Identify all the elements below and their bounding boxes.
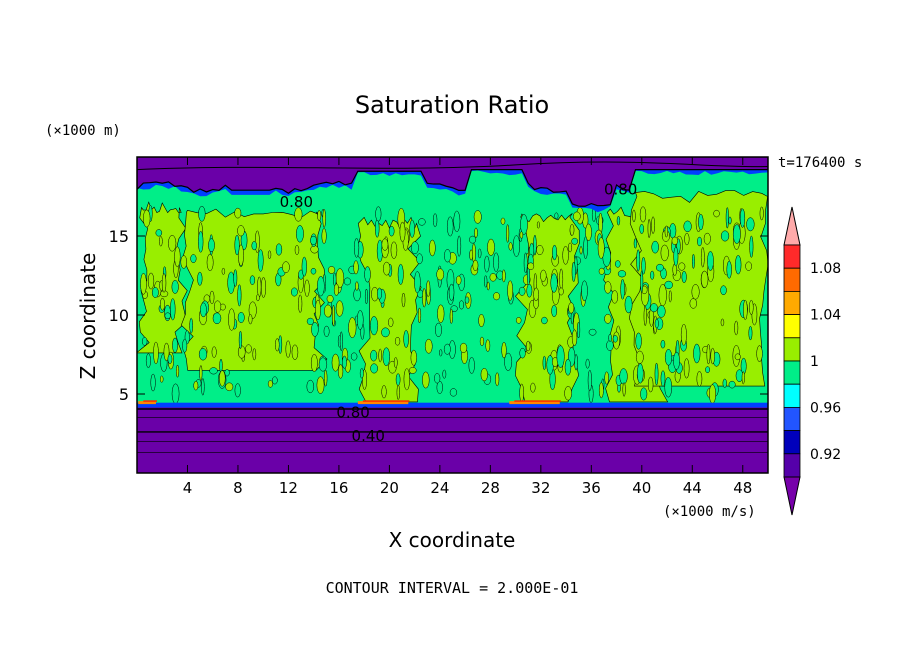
x-tick-label: 48 xyxy=(733,479,752,497)
colorbar-label: 1.08 xyxy=(810,261,841,277)
x-tick-label: 4 xyxy=(183,479,193,497)
convective-cells xyxy=(140,205,764,404)
x-axis-label: X coordinate xyxy=(389,528,516,552)
contour-interval-footer: CONTOUR INTERVAL = 2.000E-01 xyxy=(326,579,579,597)
y-unit-label: (×1000 m) xyxy=(45,123,121,139)
colorbar-top-arrow xyxy=(783,206,801,246)
colorbar-label: 0.96 xyxy=(810,400,841,416)
colorbar-label: 1 xyxy=(810,354,819,370)
y-tick-label: 5 xyxy=(119,385,129,404)
x-tick: 20 xyxy=(380,157,399,497)
x-tick: 4 xyxy=(183,157,193,497)
x-tick: 40 xyxy=(632,157,651,497)
x-tick: 36 xyxy=(582,157,601,497)
lower-dry-layer xyxy=(137,400,768,473)
colorbar: 0.92 0.96 1 1.04 1.08 xyxy=(783,206,841,516)
contour-label: 0.80 xyxy=(280,193,313,211)
contour-label: 0.40 xyxy=(352,427,385,445)
x-tick-label: 8 xyxy=(233,479,243,497)
y-tick-label: 10 xyxy=(109,306,129,325)
x-tick-label: 36 xyxy=(582,479,601,497)
upper-dry-layer xyxy=(137,157,768,213)
colorbar-bottom-arrow xyxy=(783,476,801,516)
y-tick: 10 xyxy=(109,306,768,325)
colorbar-swatch xyxy=(783,453,801,478)
x-tick: 32 xyxy=(531,157,550,497)
colorbar-swatch xyxy=(783,360,801,385)
colorbar-swatch xyxy=(783,337,801,362)
x-tick: 28 xyxy=(481,157,500,497)
x-tick-label: 16 xyxy=(329,479,348,497)
colorbar-label: 0.92 xyxy=(810,447,841,463)
contour-label: 0.80 xyxy=(604,181,637,199)
x-tick: 44 xyxy=(683,157,702,497)
y-axis: 5 10 15 xyxy=(109,227,768,404)
x-tick-label: 28 xyxy=(481,479,500,497)
x-axis: 4 8 12 16 20 24 28 32 36 40 44 48 xyxy=(183,157,752,497)
x-tick: 8 xyxy=(233,157,243,497)
x-tick: 16 xyxy=(329,157,348,497)
time-label: t=176400 s xyxy=(778,155,862,171)
colorbar-swatch xyxy=(783,383,801,408)
x-tick-label: 24 xyxy=(430,479,449,497)
y-axis-label: Z coordinate xyxy=(76,253,100,380)
x-tick-label: 32 xyxy=(531,479,550,497)
plot-area xyxy=(137,157,768,473)
x-unit-label: (×1000 m/s) xyxy=(663,504,756,520)
x-tick-label: 12 xyxy=(279,479,298,497)
x-tick: 12 xyxy=(279,157,298,497)
colorbar-swatch xyxy=(783,314,801,339)
x-tick: 48 xyxy=(733,157,752,497)
contour-labels: 0.80 0.80 0.80 0.40 xyxy=(280,181,638,445)
x-tick: 24 xyxy=(430,157,449,497)
y-tick-label: 15 xyxy=(109,227,129,246)
colorbar-swatch xyxy=(783,430,801,455)
x-tick-label: 44 xyxy=(683,479,702,497)
x-tick-label: 20 xyxy=(380,479,399,497)
colorbar-swatch xyxy=(783,290,801,315)
colorbar-label: 1.04 xyxy=(810,308,841,324)
chart-title: Saturation Ratio xyxy=(355,91,549,119)
x-tick-label: 40 xyxy=(632,479,651,497)
y-tick: 5 xyxy=(119,385,768,404)
colorbar-swatch xyxy=(783,267,801,292)
contour-label: 0.80 xyxy=(336,403,369,421)
colorbar-swatch xyxy=(783,406,801,431)
y-tick: 15 xyxy=(109,227,768,246)
colorbar-swatch xyxy=(783,244,801,269)
